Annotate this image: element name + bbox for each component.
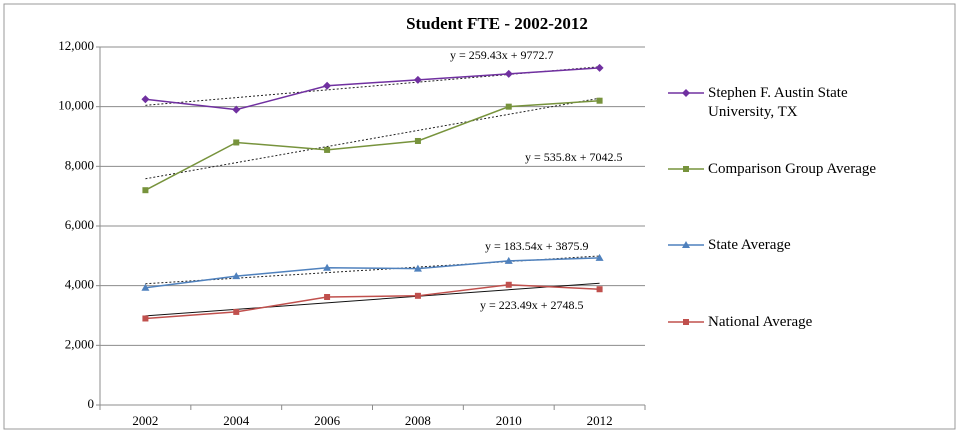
trendline-equation: y = 223.49x + 2748.5	[480, 298, 584, 312]
data-point	[596, 286, 603, 293]
series-line	[145, 284, 600, 320]
y-tick-label: 6,000	[65, 217, 94, 232]
legend-marker	[683, 319, 689, 325]
data-point	[505, 281, 512, 288]
data-point	[324, 146, 331, 153]
series-line	[145, 67, 600, 111]
legend-label: State Average	[708, 237, 791, 253]
data-point	[232, 272, 241, 280]
legend-swatch	[668, 241, 704, 248]
y-tick-label: 8,000	[65, 157, 94, 172]
data-point	[504, 69, 513, 78]
legend-label: National Average	[708, 314, 813, 330]
series-line	[145, 257, 600, 289]
data-point	[596, 97, 603, 104]
y-tick-label: 12,000	[58, 38, 94, 53]
x-tick-label: 2012	[587, 413, 613, 428]
data-point	[141, 95, 150, 104]
legend-label: Comparison Group Average	[708, 161, 877, 177]
legend-swatch	[668, 319, 704, 325]
data-point	[233, 308, 240, 315]
data-point	[232, 105, 241, 114]
data-point	[413, 264, 422, 272]
legend-item: State Average	[666, 236, 898, 255]
chart-frame	[3, 3, 956, 430]
legend-marker	[683, 166, 689, 172]
x-tick-label: 2002	[132, 413, 158, 428]
trendline	[145, 282, 600, 317]
series-line	[145, 99, 600, 191]
x-tick-label: 2010	[496, 413, 522, 428]
trendline	[145, 97, 600, 180]
y-tick-label: 2,000	[65, 336, 94, 351]
legend-swatch	[668, 166, 704, 172]
data-point	[323, 263, 332, 271]
legend-label: Stephen F. Austin State University, TX	[708, 85, 848, 120]
y-tick-label: 0	[88, 396, 95, 411]
data-point	[142, 315, 149, 322]
trendline-equation: y = 183.54x + 3875.9	[485, 239, 589, 253]
legend-marker	[682, 241, 690, 248]
data-point	[414, 137, 421, 144]
legend-item: Stephen F. Austin State University, TX	[666, 84, 898, 122]
x-tick-label: 2008	[405, 413, 431, 428]
data-point	[414, 292, 421, 299]
data-point	[505, 103, 512, 110]
legend-item: Comparison Group Average	[666, 160, 898, 179]
data-point	[595, 253, 604, 261]
data-point	[504, 256, 513, 264]
x-tick-label: 2004	[223, 413, 250, 428]
y-tick-label: 10,000	[58, 98, 94, 113]
data-point	[324, 294, 331, 301]
legend-item: National Average	[666, 313, 898, 332]
x-tick-label: 2006	[314, 413, 341, 428]
y-tick-label: 4,000	[65, 277, 94, 292]
trendline-equation: y = 259.43x + 9772.7	[450, 48, 554, 62]
data-point	[233, 139, 240, 146]
data-point	[595, 63, 604, 72]
trendline-equation: y = 535.8x + 7042.5	[525, 150, 623, 164]
data-point	[413, 75, 422, 84]
data-point	[141, 283, 150, 291]
legend-swatch	[668, 89, 704, 97]
legend-marker	[682, 89, 690, 97]
chart-title: Student FTE - 2002-2012	[406, 14, 588, 33]
data-point	[323, 81, 332, 90]
data-point	[142, 187, 149, 194]
